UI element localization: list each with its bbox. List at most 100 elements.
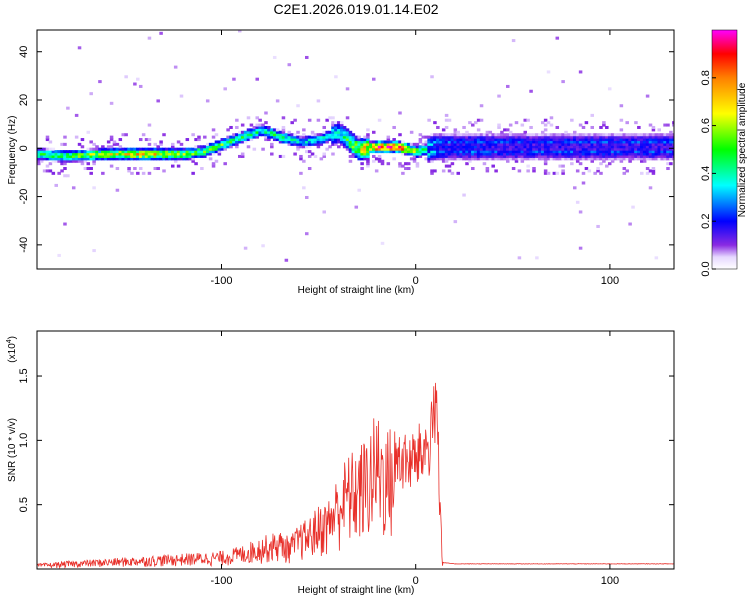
spectrogram-cell — [538, 140, 542, 144]
spectrogram-cell — [485, 145, 490, 149]
spectrogram-cell — [69, 154, 73, 158]
spectrogram-cell — [634, 147, 638, 151]
spectrogram-cell — [532, 152, 536, 156]
spectrogram-cell — [666, 135, 670, 139]
spectrogram-cell — [444, 118, 449, 122]
spectrogram-cell — [441, 140, 446, 144]
spectrogram-cell — [392, 138, 396, 142]
spectrogram-cell — [468, 159, 472, 163]
spectrogram-cell — [109, 147, 114, 151]
spectrogram-cell — [436, 150, 440, 154]
spectrogram-cell — [89, 157, 93, 161]
spectrogram-cell — [613, 147, 618, 151]
spectrogram-cell — [92, 147, 96, 151]
spectrogram-cell — [124, 75, 128, 79]
spectrogram-cell — [514, 145, 519, 149]
spectrogram-cell — [453, 128, 458, 132]
spectrogram-cell — [404, 145, 408, 149]
spectrogram-cell — [540, 157, 545, 161]
spectrogram-cell — [622, 142, 627, 146]
spectrogram-cell — [182, 157, 187, 161]
spectrogram-cell — [473, 145, 478, 149]
spectrogram-cell — [290, 140, 294, 144]
spectrogram-cell — [267, 130, 271, 134]
spectrogram-cell — [404, 150, 408, 154]
spectrogram-cell — [546, 140, 551, 144]
spectrogram-cell — [240, 123, 245, 127]
spectrogram-cell — [570, 140, 574, 144]
spectrogram-cell — [529, 152, 533, 156]
spectrogram-cell — [511, 152, 516, 156]
spectrogram-cell — [596, 167, 600, 171]
spectrogram-cell — [613, 135, 618, 139]
spectrogram-cell — [439, 133, 443, 137]
spectrogram-cell — [476, 142, 481, 146]
spectrogram-cell — [39, 154, 44, 158]
spectrogram-cell — [517, 140, 522, 144]
spectrogram-cell — [348, 159, 353, 163]
spectrogram-cell — [63, 162, 67, 166]
spectrogram-cell — [281, 125, 286, 129]
spectrogram-cell — [115, 152, 120, 156]
spectrogram-cell — [310, 152, 315, 156]
spectrogram-cell — [567, 154, 571, 158]
spectrogram-cell — [357, 147, 361, 151]
spectrogram-cell — [83, 150, 88, 154]
spectrogram-cell — [409, 130, 414, 134]
spectrogram-cell — [331, 138, 335, 142]
spectrogram-cell — [214, 133, 219, 137]
spectrogram-cell — [302, 145, 306, 149]
colorbar-label: Normalized spectral amplitude — [737, 82, 748, 217]
spectrogram-cell — [669, 140, 673, 144]
spectrogram-cell — [535, 154, 539, 158]
spectrogram-cell — [182, 154, 187, 158]
spectrogram-cell — [243, 246, 248, 250]
spectrogram-cell — [313, 140, 318, 144]
spectrogram-cell — [555, 138, 560, 142]
spectrogram-cell — [366, 157, 370, 161]
spectrogram-cell — [669, 147, 673, 151]
spectrogram-cell — [223, 145, 227, 149]
spectrogram-cell — [194, 162, 198, 166]
spectrogram-cell — [144, 154, 149, 158]
spectrogram-cell — [471, 147, 475, 151]
spectrogram-cell — [357, 145, 361, 149]
spectrogram-cell — [500, 130, 504, 134]
spectrogram-cell — [74, 113, 79, 117]
spectrogram-cell — [640, 154, 644, 158]
spectrogram-cell — [345, 145, 350, 149]
spectrogram-cell — [526, 164, 530, 168]
spectrogram-cell — [165, 152, 169, 156]
snr-y-tick-label: 0.5 — [18, 497, 30, 512]
spectrogram-cell — [567, 135, 571, 139]
spectrogram-cell — [86, 162, 91, 166]
spectrogram-cell — [278, 140, 283, 144]
spectrogram-cell — [240, 154, 245, 158]
spectrogram-cell — [441, 169, 446, 173]
spectrogram-cell — [74, 159, 79, 163]
spectrogram-cell — [619, 152, 624, 156]
spectrogram-cell — [590, 157, 594, 161]
spectrogram-cell — [366, 150, 370, 154]
spectrogram-cell — [354, 140, 359, 144]
spectrogram-cell — [109, 135, 114, 139]
spectrogram-cell — [45, 169, 50, 173]
spectrogram-cell — [261, 244, 265, 248]
spectrogram-cell — [430, 154, 434, 158]
spectrogram-cell — [506, 128, 510, 132]
spectrogram-cell — [511, 150, 516, 154]
spectrogram-cell — [136, 152, 140, 156]
spectrogram-cell — [520, 154, 525, 158]
spectrogram-cell — [622, 133, 627, 137]
spectrogram-cell — [203, 154, 207, 158]
spectrogram-cell — [348, 138, 353, 142]
spectrogram-cell — [302, 135, 306, 139]
spectrogram-cell — [153, 147, 158, 151]
spectrogram-cell — [395, 150, 399, 154]
spectrogram-cell — [141, 157, 146, 161]
spectrogram-cell — [165, 147, 169, 151]
spectrogram-cell — [672, 121, 674, 125]
spectrogram-cell — [130, 150, 134, 154]
spectrogram-cell — [637, 152, 641, 156]
spectrogram-cell — [156, 152, 160, 156]
